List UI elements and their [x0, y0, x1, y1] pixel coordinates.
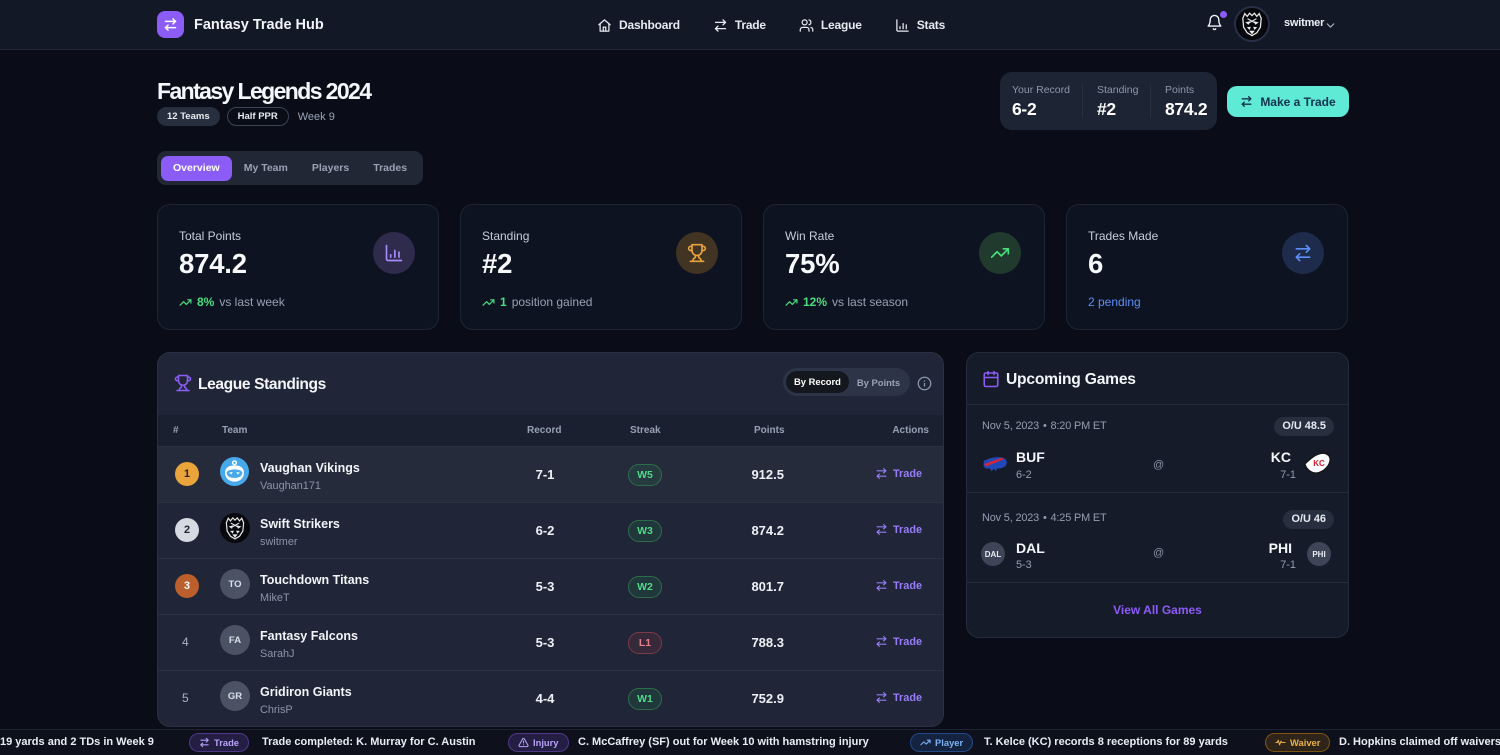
svg-text:KC: KC: [1313, 459, 1325, 468]
